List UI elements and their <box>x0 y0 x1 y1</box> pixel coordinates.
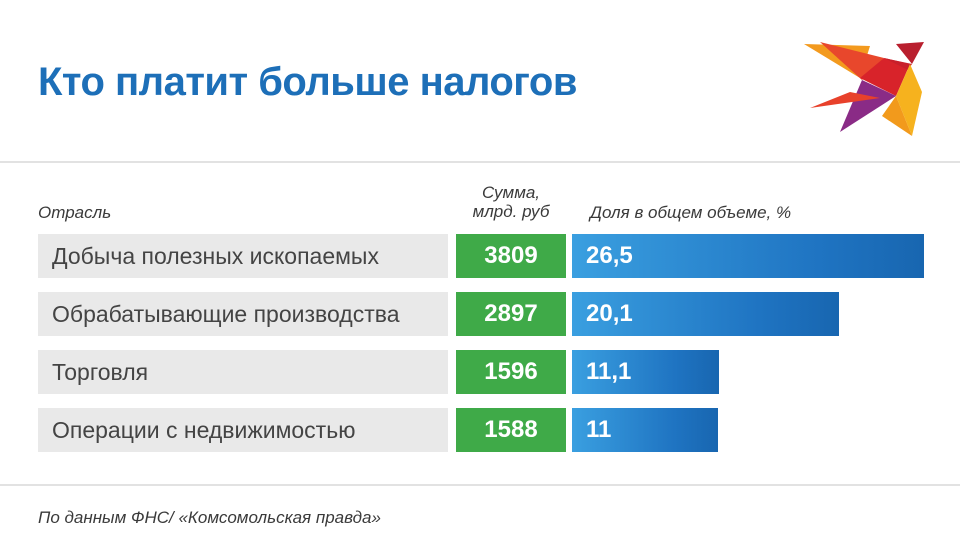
table-row: Торговля 1596 11,1 <box>38 350 938 394</box>
share-value-label: 20,1 <box>586 300 633 327</box>
share-bar: 20,1 <box>572 292 839 336</box>
share-bar: 11 <box>572 408 718 452</box>
share-value-label: 11,1 <box>586 358 632 385</box>
column-header-sum-line1: Сумма, <box>481 183 541 202</box>
share-bar: 26,5 <box>572 234 924 278</box>
sum-value: 3809 <box>456 234 566 278</box>
top-divider <box>0 161 960 163</box>
industry-label: Обрабатывающие производства <box>38 292 448 336</box>
share-value-label: 11 <box>586 416 612 443</box>
share-bar: 11,1 <box>572 350 719 394</box>
column-header-industry: Отрасль <box>38 203 112 222</box>
sum-value: 1596 <box>456 350 566 394</box>
swallow-bird-logo-icon <box>800 36 930 151</box>
industry-label: Торговля <box>38 350 448 394</box>
source-note: По данным ФНС/ «Комсомольская правда» <box>38 508 381 527</box>
industry-label: Операции с недвижимостью <box>38 408 448 452</box>
column-header-sum-line2: млрд. руб <box>472 202 550 221</box>
table-row: Добыча полезных ископаемых 3809 26,5 <box>38 234 938 278</box>
industry-label: Добыча полезных ископаемых <box>38 234 448 278</box>
column-header-sum: Сумма, млрд. руб <box>456 183 566 221</box>
column-header-share: Доля в общем объеме, % <box>590 203 792 222</box>
table-row: Обрабатывающие производства 2897 20,1 <box>38 292 938 336</box>
share-value-label: 26,5 <box>586 242 633 269</box>
chart-title: Кто платит больше налогов <box>38 60 577 104</box>
bottom-divider <box>0 484 960 486</box>
sum-value: 1588 <box>456 408 566 452</box>
sum-value: 2897 <box>456 292 566 336</box>
table-row: Операции с недвижимостью 1588 11 <box>38 408 938 452</box>
